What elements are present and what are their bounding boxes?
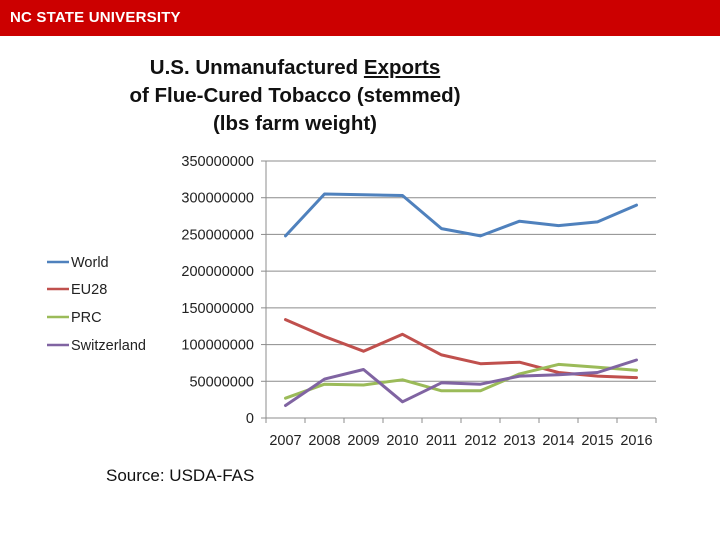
x-tick-label: 2009 [347,433,379,449]
y-tick-label: 50000000 [189,374,254,390]
x-tick-label: 2013 [503,433,535,449]
gridlines [261,160,656,419]
y-tick-label: 150000000 [181,301,254,317]
y-tick-label: 300000000 [181,191,254,207]
x-axis-ticks: 2007 2008 2009 2010 2011 2012 2013 2014 2015 2016 [265,418,657,449]
legend-label: PRC [71,310,102,326]
x-tick-label: 2014 [542,433,574,449]
series-line-switzerland [284,358,638,407]
series-line-eu28 [284,318,638,380]
series-line-world [284,192,638,238]
x-tick-label: 2015 [581,433,613,449]
title-line-3: (lbs farm weight) [212,112,377,135]
legend: World EU28 PRC Switzerland [47,255,146,354]
title-line-1: U.S. Unmanufactured Exports [40,54,550,82]
x-tick-label: 2008 [308,433,340,449]
university-logo: NC STATE UNIVERSITY [10,9,181,26]
legend-label: World [71,255,109,271]
title-line-1-underlined: Exports [363,56,441,79]
y-tick-label: 350000000 [181,154,254,170]
header-bar: NC STATE UNIVERSITY [0,0,720,36]
y-tick-label: 0 [246,411,254,427]
x-tick-label: 2010 [386,433,418,449]
source-note: Source: USDA-FAS [106,466,255,485]
x-tick-label: 2016 [620,433,652,449]
title-line-1-prefix: U.S. Unmanufactured [149,56,364,79]
y-tick-label: 200000000 [181,264,254,280]
legend-label: EU28 [71,282,107,298]
title-line-2: of Flue-Cured Tobacco (stemmed) [129,84,461,107]
x-tick-label: 2007 [269,433,301,449]
y-tick-label: 250000000 [181,227,254,243]
legend-label: Switzerland [71,338,146,354]
chart-title: U.S. Unmanufactured Exports of Flue-Cure… [40,54,550,138]
x-tick-label: 2011 [426,433,457,449]
x-tick-label: 2012 [464,433,496,449]
y-axis-ticks: 0 50000000 100000000 150000000 200000000 2500… [181,154,254,427]
series-lines [284,192,638,407]
y-tick-label: 100000000 [181,338,254,354]
series-line-prc [284,362,638,400]
